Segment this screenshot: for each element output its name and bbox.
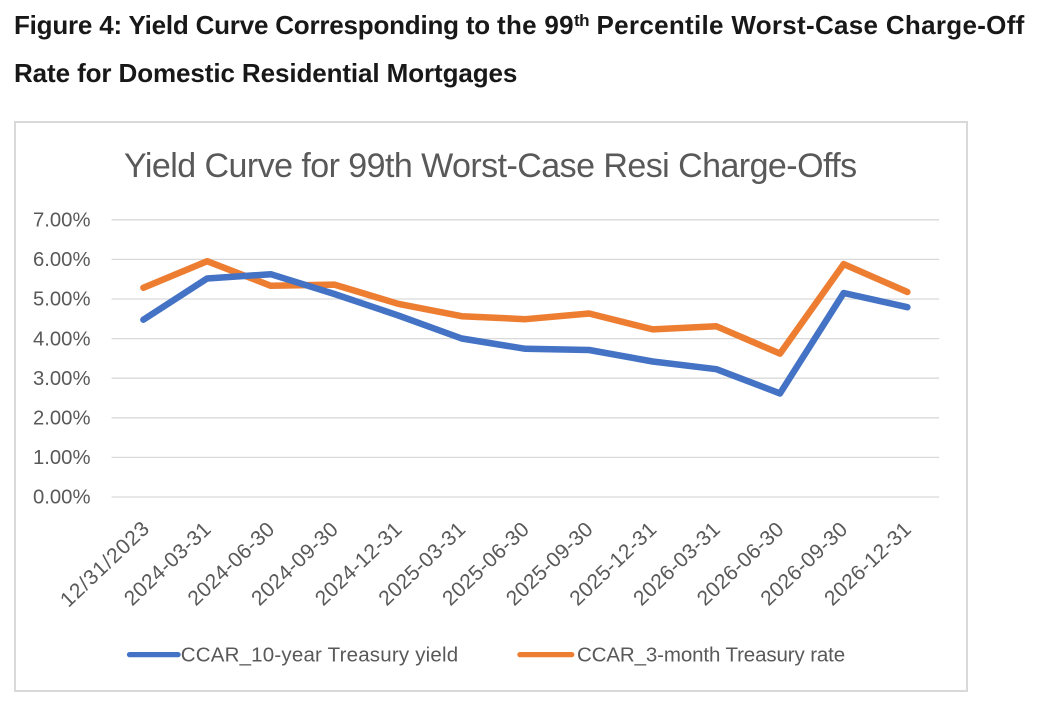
svg-text:CCAR_10-year Treasury yield: CCAR_10-year Treasury yield [181,643,459,666]
svg-text:6.00%: 6.00% [33,249,91,271]
svg-text:1.00%: 1.00% [33,447,91,469]
svg-text:CCAR_3-month Treasury rate: CCAR_3-month Treasury rate [577,643,845,666]
svg-text:Yield Curve for 99th Worst-Cas: Yield Curve for 99th Worst-Case Resi Cha… [124,147,857,185]
svg-text:7.00%: 7.00% [33,210,91,232]
svg-text:2.00%: 2.00% [33,408,91,430]
svg-text:0.00%: 0.00% [33,487,91,509]
svg-text:3.00%: 3.00% [33,368,91,390]
svg-text:5.00%: 5.00% [33,289,91,311]
svg-text:4.00%: 4.00% [33,328,91,350]
